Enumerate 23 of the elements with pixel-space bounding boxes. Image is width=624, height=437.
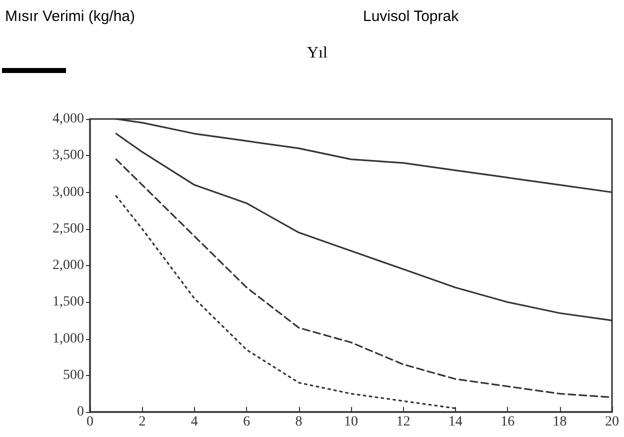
y-tick-label: 4,000 [52, 112, 84, 126]
x-tick-label: 16 [500, 414, 515, 430]
x-tick-label: 6 [243, 414, 250, 430]
x-tick-label: 2 [138, 414, 146, 430]
y-tick-label: 1,500 [52, 294, 84, 310]
chart-title: Luvisol Toprak [363, 8, 460, 25]
y-tick-label: 3,500 [52, 148, 84, 164]
y-tick-label: 3,000 [52, 184, 84, 200]
x-tick-label: 8 [295, 414, 302, 430]
y-tick-label: 0 [77, 404, 84, 420]
x-tick-label: 20 [605, 414, 619, 430]
x-tick-label: 18 [552, 414, 567, 430]
y-tick-label: 2,000 [52, 258, 84, 273]
x-axis-title: Yıl [307, 44, 328, 62]
x-tick-label: 10 [344, 414, 358, 430]
y-tick-label: 500 [63, 368, 84, 383]
y-tick-label: 1,000 [52, 331, 84, 346]
x-tick-label: 4 [190, 414, 198, 430]
y-tick-label: 2,500 [52, 221, 84, 236]
x-tick-label: 14 [448, 414, 462, 430]
x-tick-label: 0 [86, 414, 94, 430]
text: Mısır Verimi (kg/ha) [5, 8, 136, 25]
x-tick-label: 12 [396, 414, 410, 430]
